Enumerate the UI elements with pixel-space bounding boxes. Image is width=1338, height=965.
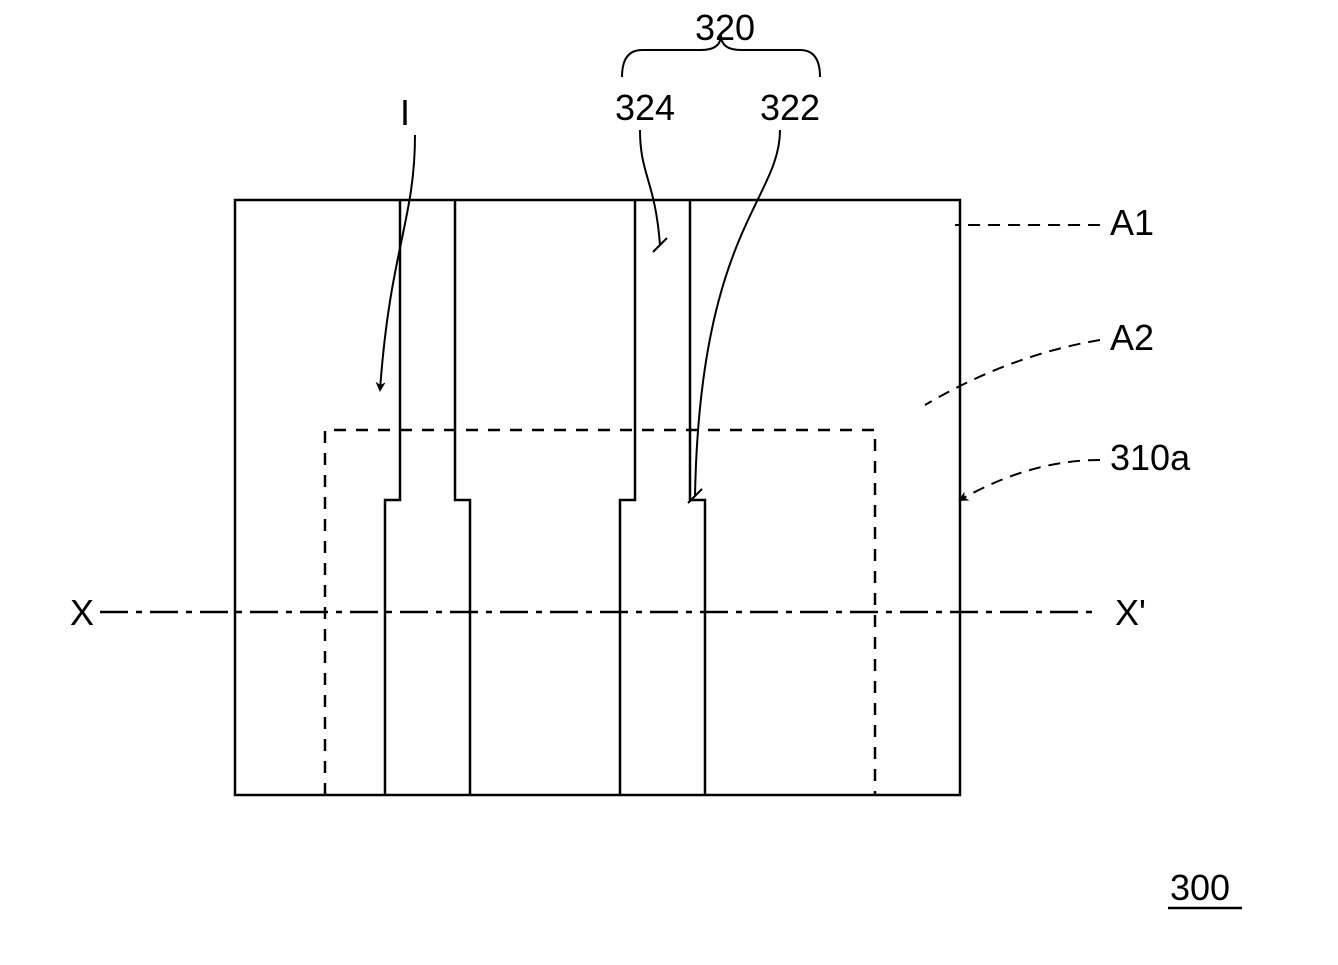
tshape-left [385,200,470,795]
label-a1: A1 [1110,202,1154,243]
figure-number: 300 [1170,867,1230,908]
label-320: 320 [695,7,755,48]
diagram-canvas: 320 324 322 I A1 A2 310a X X' 300 [0,0,1338,965]
leader-310a [960,460,1100,500]
label-324: 324 [615,87,675,128]
leader-a2 [925,340,1100,405]
label-x-left: X [70,592,94,633]
label-I: I [400,92,410,133]
outer-boundary [235,200,960,795]
leader-I [380,135,415,390]
label-a2: A2 [1110,317,1154,358]
leader-322 [695,130,780,496]
label-x-right: X' [1115,592,1146,633]
label-322: 322 [760,87,820,128]
label-310a: 310a [1110,437,1191,478]
leader-324 [640,130,660,245]
